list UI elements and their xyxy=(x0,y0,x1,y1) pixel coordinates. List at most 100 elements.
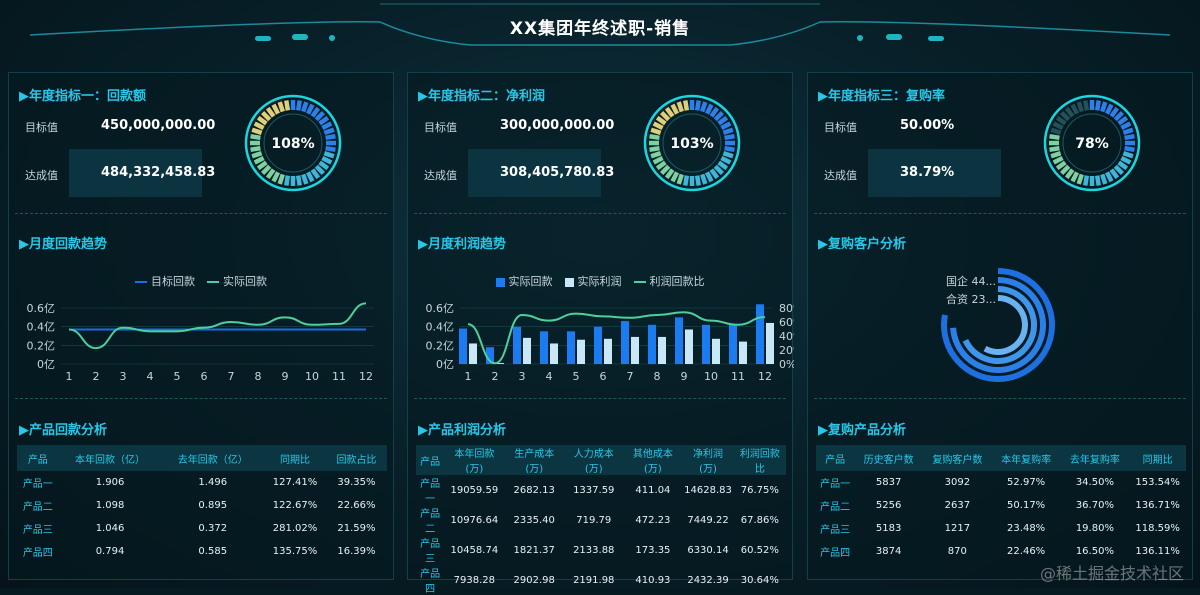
divider xyxy=(15,398,387,399)
legend-item[interactable]: 实际回款 xyxy=(496,275,553,288)
legend-item[interactable]: 实际回款 xyxy=(207,275,267,288)
legend-item[interactable]: 实际利润 xyxy=(565,275,622,288)
table-cell: 0.895 xyxy=(161,494,264,517)
gauge-segment xyxy=(1079,174,1082,184)
gauge-segment xyxy=(280,174,283,184)
column-header: 产品 xyxy=(17,445,59,471)
kpi-title: ▶年度指标一：回款额 xyxy=(19,85,146,104)
bar xyxy=(594,327,602,364)
gauge-segment xyxy=(298,101,300,111)
x-tick-label: 11 xyxy=(332,370,346,383)
gauge-segment xyxy=(320,118,328,124)
bar xyxy=(712,339,720,364)
table-cell: 52.97% xyxy=(992,471,1061,494)
gauge-segment xyxy=(1079,102,1082,112)
x-tick-label: 2 xyxy=(93,370,100,383)
column-header: 本年回款（亿） xyxy=(59,445,162,471)
gauge-segment xyxy=(324,130,334,133)
table-cell: 127.41% xyxy=(264,471,326,494)
gauge-percent: 103% xyxy=(670,136,713,152)
gauge-segment xyxy=(303,174,306,184)
gauge-segment xyxy=(1111,108,1117,116)
y-tick-label: 0亿 xyxy=(37,358,55,371)
gauge-segment xyxy=(1107,172,1112,181)
table-cell: 22.66% xyxy=(326,494,387,517)
table-cell: 122.67% xyxy=(264,494,326,517)
table-cell: 36.70% xyxy=(1061,494,1130,517)
bar xyxy=(567,331,575,364)
gauge-segment xyxy=(303,102,306,112)
gauge-segment xyxy=(697,176,699,186)
x-tick-label: 6 xyxy=(600,370,607,383)
gauge-segment xyxy=(263,166,270,173)
gauge-segment xyxy=(251,136,261,138)
gauge-segment xyxy=(1054,158,1063,163)
gauge-segment xyxy=(723,130,733,133)
gauge-segment xyxy=(651,130,661,133)
table-cell: 5183 xyxy=(854,517,923,540)
x-tick-label: 3 xyxy=(120,370,127,383)
gauge-segment xyxy=(697,101,699,111)
table-cell: 5837 xyxy=(854,471,923,494)
gauge-segment xyxy=(308,105,313,114)
divider xyxy=(15,213,387,214)
section-title: ▶复购产品分析 xyxy=(818,419,906,438)
target-value: 300,000,000.00 xyxy=(500,118,614,133)
kpi-title: ▶年度指标三：复购率 xyxy=(818,85,945,104)
column-header: 去年复购率 xyxy=(1061,445,1130,471)
bar xyxy=(631,337,639,364)
table-cell: 1.046 xyxy=(59,517,162,540)
gauge-segment xyxy=(715,166,722,173)
table-cell: 30.64% xyxy=(734,565,786,595)
gauge-segment xyxy=(1121,158,1130,163)
table-cell: 410.93 xyxy=(624,565,683,595)
gauge-segment xyxy=(316,113,323,120)
y-tick-label: 0.6亿 xyxy=(426,302,455,315)
x-tick-label: 12 xyxy=(359,370,373,383)
gauge-segment xyxy=(1051,130,1061,133)
gauge-segment xyxy=(255,158,264,163)
legend-swatch xyxy=(565,278,574,287)
bar xyxy=(685,329,693,364)
x-tick-label: 3 xyxy=(519,370,526,383)
actual-label: 达成值 xyxy=(424,167,457,183)
table-cell: 153.54% xyxy=(1129,471,1186,494)
y2-tick-label: 0% xyxy=(779,358,794,371)
gauge-segment xyxy=(707,172,712,181)
x-tick-label: 1 xyxy=(66,370,73,383)
x-tick-label: 4 xyxy=(546,370,553,383)
divider xyxy=(414,398,786,399)
table-cell: 6330.14 xyxy=(682,535,733,565)
legend-item[interactable]: 目标回款 xyxy=(135,275,195,288)
gauge-segment xyxy=(707,105,712,114)
table-cell: 1.098 xyxy=(59,494,162,517)
gauge-segment xyxy=(662,166,669,173)
table-cell: 2682.13 xyxy=(504,475,564,505)
table-cell: 21.59% xyxy=(326,517,387,540)
panel-2: ▶年度指标二：净利润 目标值 300,000,000.00 达成值 308,40… xyxy=(407,72,793,580)
x-tick-label: 11 xyxy=(731,370,745,383)
gauge-segment xyxy=(312,170,318,178)
table-cell: 14628.83 xyxy=(682,475,733,505)
bar xyxy=(648,325,656,364)
gauge-segment xyxy=(725,136,735,138)
table-cell: 19059.59 xyxy=(444,475,504,505)
divider xyxy=(414,213,786,214)
gauge-segment xyxy=(672,172,677,181)
chart-svg: 0亿0.2亿0.4亿0.6亿0%20%40%60%80%123456789101… xyxy=(408,295,794,395)
gauge-segment xyxy=(1107,105,1112,114)
table-cell: 产品一 xyxy=(17,471,59,494)
column-header: 人力成本(万) xyxy=(564,445,624,475)
x-tick-label: 5 xyxy=(573,370,580,383)
bar xyxy=(675,317,683,364)
table-cell: 产品四 xyxy=(816,540,854,563)
gauge-segment xyxy=(721,123,730,128)
bar xyxy=(604,339,612,364)
legend-item[interactable]: 利润回款比 xyxy=(634,275,705,288)
legend-swatch xyxy=(496,278,505,287)
actual-value: 308,405,780.83 xyxy=(500,165,614,180)
table-cell: 3874 xyxy=(854,540,923,563)
target-value: 450,000,000.00 xyxy=(101,118,215,133)
